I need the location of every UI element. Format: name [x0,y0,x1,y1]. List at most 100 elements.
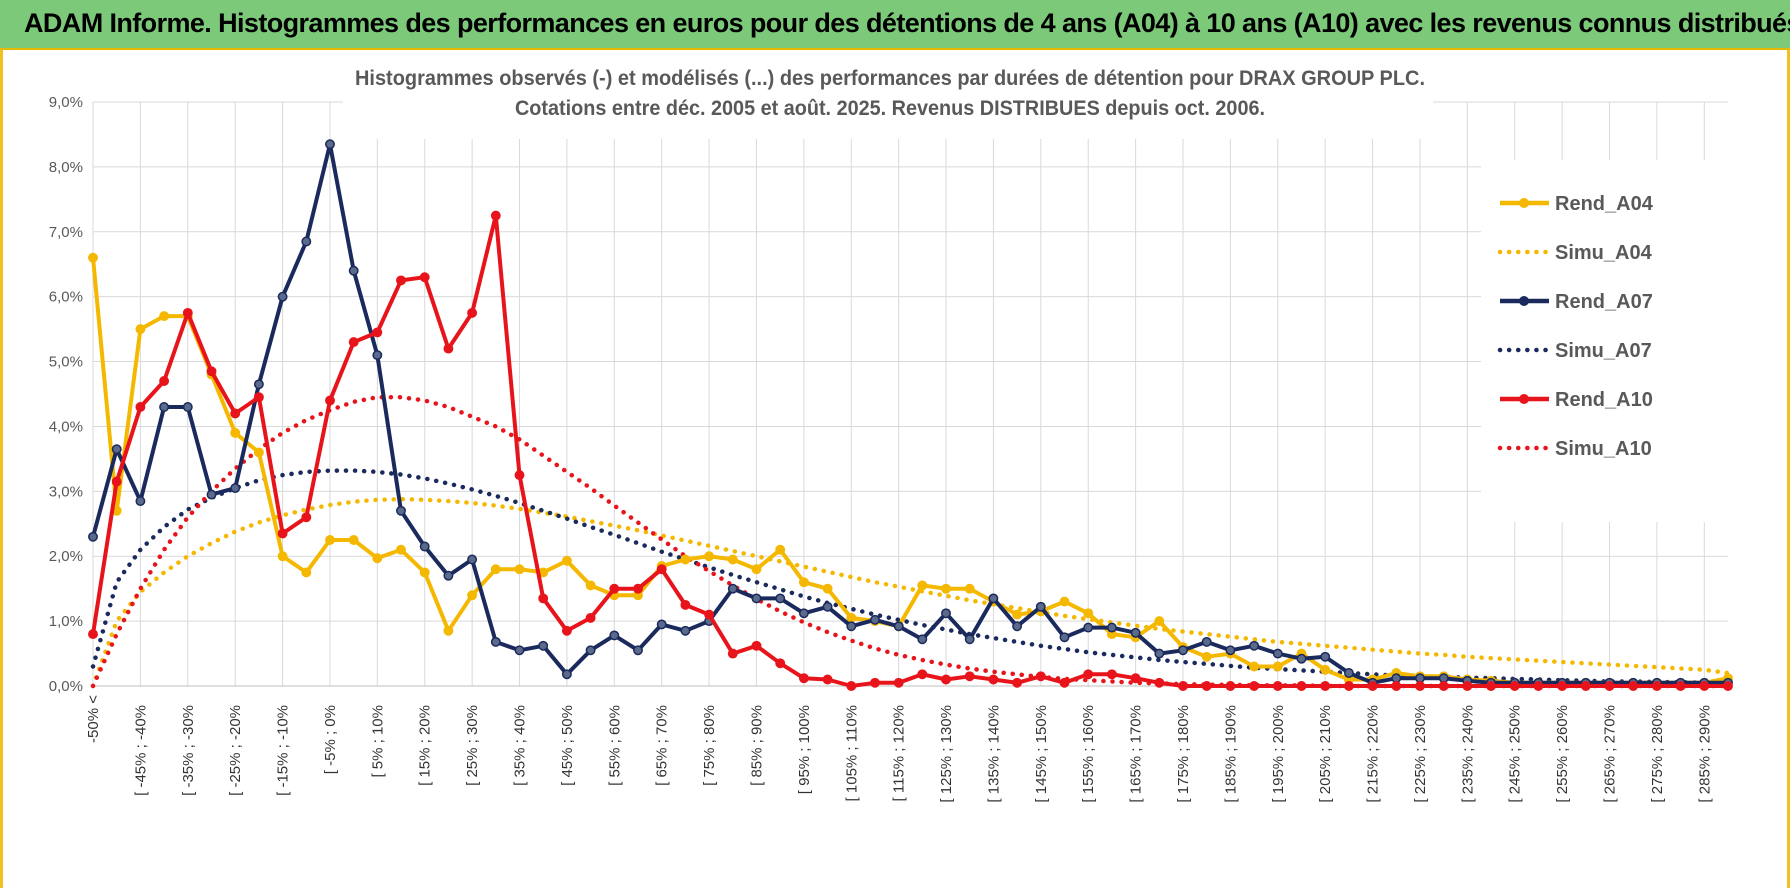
data-point [561,555,572,566]
data-point [775,544,786,555]
data-point [419,272,430,283]
data-point [704,551,715,562]
data-point [325,139,335,150]
x-tick-label: [ 225% ; 230% [1412,705,1429,803]
data-point [585,645,596,656]
data-point [798,577,809,588]
legend: Rend_A04 Simu_A04 Rend_A07 Simu_A07 Rend_A10… [1481,160,1729,522]
data-point [301,512,312,523]
data-point [135,324,146,335]
x-tick-label: [ 95% ; 100% [796,705,813,794]
data-point [277,551,288,562]
data-point [1438,681,1449,691]
y-tick-label: 8,0% [49,159,83,176]
data-point [348,535,359,545]
data-point [443,343,454,354]
data-point [988,674,999,685]
chart-title: Histogrammes observés (-) et modélisés (… [355,67,1425,90]
data-point [1580,681,1591,691]
y-tick-label: 3,0% [49,483,83,500]
data-point [443,570,454,581]
data-point [1012,677,1023,688]
data-point [822,601,833,612]
data-point [1723,681,1733,691]
data-point [1675,681,1686,691]
data-point [159,402,170,412]
legend-marker [1519,394,1529,404]
data-point [964,671,975,682]
data-point [1486,681,1496,691]
data-point [917,580,928,591]
data-point [941,583,951,594]
x-tick-label: [ 265% ; 270% [1602,705,1619,803]
x-tick-label: [ 145% ; 150% [1033,705,1050,803]
y-tick-label: 7,0% [49,224,83,241]
data-point [1035,601,1046,612]
data-point [88,629,98,640]
x-tick-label: [ 45% ; 50% [559,705,576,786]
y-tick-label: 6,0% [49,289,83,306]
legend-label: Rend_A04 [1555,193,1654,215]
data-point [798,608,809,619]
x-tick-label: [ 55% ; 60% [606,705,623,786]
data-point [372,327,383,338]
data-point [1201,636,1212,647]
data-point [1272,661,1283,672]
chart: 0,0% 1,0% 2,0% 3,0% 4,0% 5,0% 6,0% 7,0% 8,0% 9,0%… [49,57,1733,803]
legend-marker [1519,296,1529,306]
data-point [680,554,691,565]
data-point [1106,622,1117,633]
data-point [585,580,596,591]
legend-item-rend_a07: Rend_A07 [1500,291,1653,313]
x-tick-label: [ -5% ; 0% [322,705,339,774]
data-point [396,275,406,286]
data-point [846,681,857,691]
data-point [1178,681,1188,691]
x-tick-label: [ 135% ; 140% [985,705,1002,803]
x-tick-label: [ 25% ; 30% [464,705,481,786]
x-tick-label: [ 75% ; 80% [701,705,718,786]
legend-item-rend_a10: Rend_A10 [1500,389,1653,411]
x-tick-label: [ 275% ; 280% [1649,705,1666,803]
data-point [775,658,786,669]
data-point [1249,640,1260,651]
data-point [1320,681,1331,691]
data-point [1272,648,1283,659]
data-point [1154,616,1165,627]
data-point [253,447,264,458]
data-point [182,402,193,412]
data-point [538,640,549,651]
y-tick-label: 1,0% [49,613,83,630]
series-line [91,213,1728,688]
data-point [135,496,146,507]
y-axis: 0,0% 1,0% 2,0% 3,0% 4,0% 5,0% 6,0% 7,0% 8,0% 9,0% [49,94,83,695]
data-point [1225,681,1236,691]
data-point [253,379,264,390]
chart-subtitle: Cotations entre déc. 2005 et août. 2025.… [515,97,1265,120]
data-point [656,564,667,575]
x-tick-label: [ 5% ; 10% [369,705,386,778]
legend-item-rend_a04: Rend_A04 [1500,193,1654,215]
data-point [775,593,786,604]
data-point [396,505,406,516]
data-point [1059,677,1070,688]
data-point [727,554,738,565]
data-point [514,470,525,481]
data-point [372,350,383,361]
data-point [1509,681,1520,691]
chart-frame: 0,0% 1,0% 2,0% 3,0% 4,0% 5,0% 6,0% 7,0% 8,0% 9,0%… [0,50,1790,888]
data-point [230,427,241,438]
x-tick-label: [ 205% ; 210% [1317,705,1334,803]
data-point [1106,669,1117,680]
y-tick-label: 4,0% [49,418,83,435]
x-tick-label: [ 125% ; 130% [938,705,955,803]
series-rend_a10 [88,210,1733,691]
data-point [325,395,335,406]
data-point [585,612,596,623]
x-tick-label: [ 115% ; 120% [891,705,908,801]
series-simu_a04 [90,496,1731,689]
data-point [1130,673,1141,684]
x-tick-label: [ 195% ; 200% [1270,705,1287,803]
grid [92,101,1728,687]
banner-title: ADAM Informe. Histogrammes des performan… [24,8,1790,38]
